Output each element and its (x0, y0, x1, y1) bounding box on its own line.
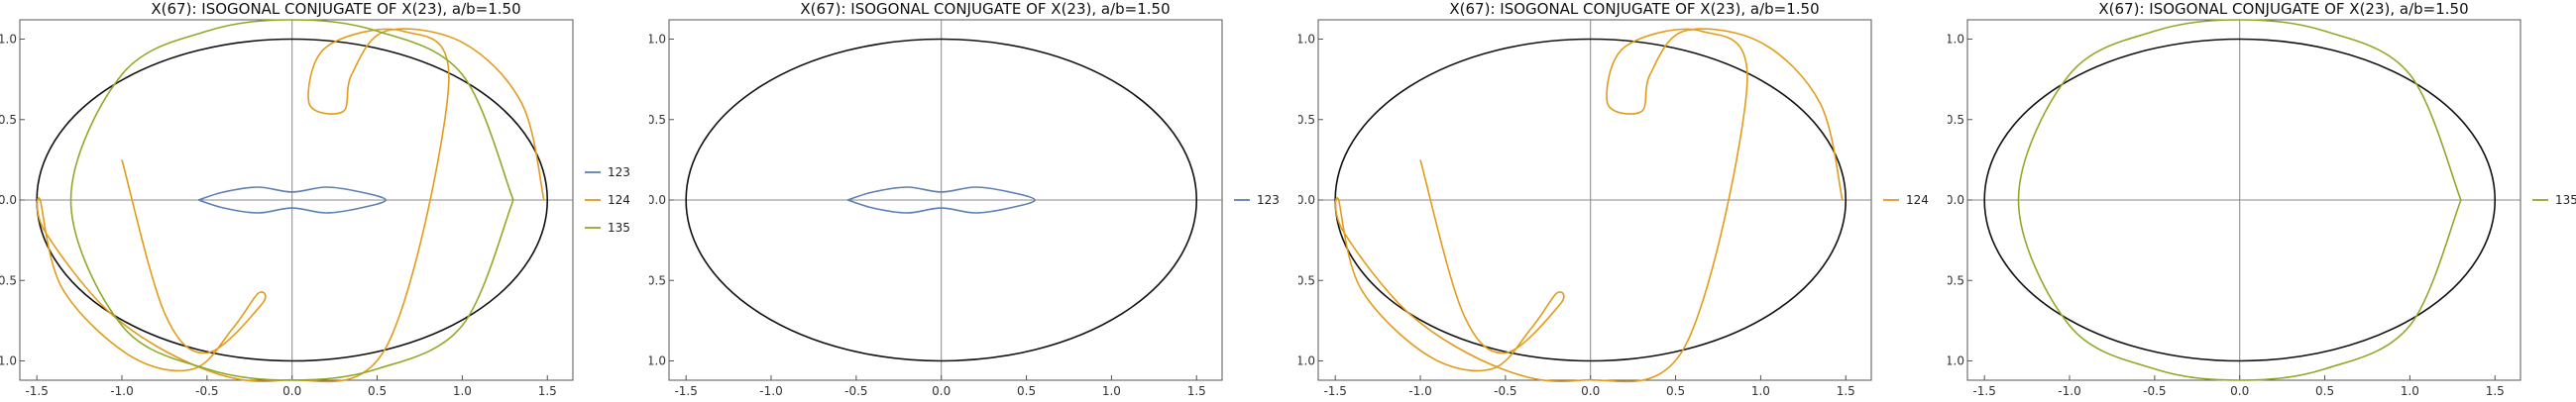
y-tick-label: 1.0 (1948, 33, 1964, 47)
x-tick-label: 0.0 (2230, 384, 2249, 398)
x-tick-label: -0.5 (844, 384, 867, 398)
y-tick-label: 0.0 (1948, 193, 1964, 207)
y-tick-label: -1.0 (1298, 354, 1315, 368)
reference-ellipse (1983, 38, 2497, 362)
legend-label-123: 123 (1257, 193, 1280, 207)
x-tick-label: 1.5 (1187, 384, 1206, 398)
chart-panel-2: X(67): ISOGONAL CONJUGATE OF X(23), a/b=… (649, 0, 1293, 402)
y-tick-label: 0.0 (1298, 193, 1315, 207)
y-tick-label: 0.5 (649, 113, 666, 127)
x-tick-label: 1.5 (538, 384, 557, 398)
y-tick-label: 1.0 (1298, 33, 1315, 47)
chart-panel-1: X(67): ISOGONAL CONJUGATE OF X(23), a/b=… (0, 0, 644, 402)
series-line-135 (69, 19, 514, 381)
y-tick-label: 0.0 (0, 193, 17, 207)
y-tick-label: -0.5 (0, 273, 17, 287)
x-tick-label: -1.0 (2058, 384, 2080, 398)
reference-ellipse (685, 38, 1198, 362)
y-tick-label: -1.0 (649, 354, 666, 368)
chart-panel-3: X(67): ISOGONAL CONJUGATE OF X(23), a/b=… (1298, 0, 1943, 402)
series-line-124 (36, 28, 545, 383)
y-tick-label: -0.5 (1298, 273, 1315, 287)
y-tick-label: -0.5 (1948, 273, 1964, 287)
chart-svg: X(67): ISOGONAL CONJUGATE OF X(23), a/b=… (1948, 0, 2576, 398)
chart-title: X(67): ISOGONAL CONJUGATE OF X(23), a/b=… (151, 0, 520, 18)
y-tick-label: 0.5 (0, 113, 17, 127)
chart-title: X(67): ISOGONAL CONJUGATE OF X(23), a/b=… (1449, 0, 1819, 18)
x-tick-label: 1.5 (1837, 384, 1855, 398)
y-tick-label: 0.0 (649, 193, 666, 207)
x-tick-label: 1.0 (1751, 384, 1770, 398)
x-tick-label: -1.5 (1323, 384, 1346, 398)
x-tick-label: 0.0 (282, 384, 301, 398)
y-tick-label: -1.0 (0, 354, 17, 368)
x-tick-label: 0.0 (932, 384, 951, 398)
x-tick-label: 1.0 (2401, 384, 2419, 398)
chart-svg: X(67): ISOGONAL CONJUGATE OF X(23), a/b=… (0, 0, 630, 398)
series-line-123 (847, 186, 1036, 214)
x-tick-label: -0.5 (1494, 384, 1516, 398)
series-line-123 (198, 186, 387, 214)
series-line-135 (2017, 19, 2462, 381)
x-tick-label: -1.0 (110, 384, 133, 398)
x-tick-label: 0.5 (1666, 384, 1685, 398)
legend-label-123: 123 (608, 165, 630, 179)
x-tick-label: -1.5 (1972, 384, 1995, 398)
y-tick-label: -0.5 (649, 273, 666, 287)
x-tick-label: -1.5 (674, 384, 697, 398)
y-tick-label: 0.5 (1948, 113, 1964, 127)
chart-svg: X(67): ISOGONAL CONJUGATE OF X(23), a/b=… (1298, 0, 1929, 398)
x-tick-label: -0.5 (2143, 384, 2166, 398)
legend-label-124: 124 (1906, 193, 1929, 207)
x-tick-label: 0.5 (1017, 384, 1036, 398)
x-tick-label: 0.0 (1581, 384, 1600, 398)
chart-panel-4: X(67): ISOGONAL CONJUGATE OF X(23), a/b=… (1948, 0, 2576, 402)
legend-label-135: 135 (2555, 193, 2576, 207)
x-tick-label: 1.0 (453, 384, 472, 398)
legend-label-135: 135 (608, 221, 630, 235)
x-tick-label: -0.5 (195, 384, 218, 398)
chart-svg: X(67): ISOGONAL CONJUGATE OF X(23), a/b=… (649, 0, 1280, 398)
x-tick-label: 1.5 (2486, 384, 2505, 398)
x-tick-label: -1.5 (25, 384, 48, 398)
x-tick-label: 0.5 (2315, 384, 2334, 398)
y-tick-label: -1.0 (1948, 354, 1964, 368)
series-line-124 (1334, 28, 1844, 383)
y-tick-label: 1.0 (649, 33, 666, 47)
y-tick-label: 0.5 (1298, 113, 1315, 127)
x-tick-label: -1.0 (759, 384, 782, 398)
x-tick-label: 1.0 (1102, 384, 1121, 398)
legend-label-124: 124 (608, 193, 630, 207)
chart-title: X(67): ISOGONAL CONJUGATE OF X(23), a/b=… (2098, 0, 2468, 18)
y-tick-label: 1.0 (0, 33, 17, 47)
x-tick-label: 0.5 (368, 384, 387, 398)
x-tick-label: -1.0 (1408, 384, 1431, 398)
chart-title: X(67): ISOGONAL CONJUGATE OF X(23), a/b=… (800, 0, 1170, 18)
